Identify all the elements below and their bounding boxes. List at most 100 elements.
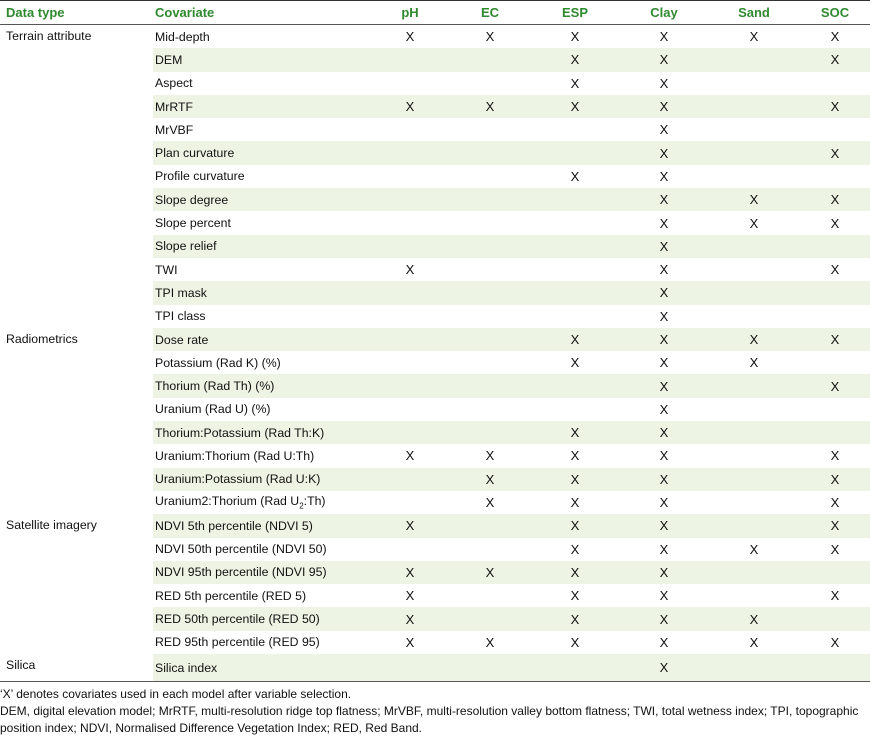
selection-cell (708, 374, 800, 398)
selection-cell (530, 281, 620, 305)
table-row: Slope degree X X X (0, 188, 870, 212)
selection-cell: X (800, 467, 870, 491)
selection-cell: X (749, 215, 759, 231)
header-clay: Clay (650, 5, 678, 20)
selection-cell (370, 467, 450, 491)
selection-cell: X (800, 374, 870, 398)
note-abbreviations: DEM, digital elevation model; MrRTF, mul… (0, 704, 859, 736)
selection-cell: X (370, 514, 450, 538)
selection-cell: X (659, 588, 669, 604)
selection-cell (370, 538, 450, 561)
selection-cell: X (800, 141, 870, 165)
selection-cell (708, 258, 800, 281)
selection-cell: X (530, 514, 620, 538)
selection-cell: X (485, 29, 495, 45)
data-type-cell: Radiometrics (0, 327, 153, 515)
selection-cell: X (659, 75, 669, 91)
selection-cell: X (530, 327, 620, 352)
selection-cell (370, 327, 450, 352)
header-esp: ESP (561, 5, 588, 20)
table-row: Thorium (Rad Th) (%) X X (0, 374, 870, 398)
selection-cell (370, 421, 450, 445)
table-row: Uranium:Potassium (Rad U:K) X X X X (0, 467, 870, 491)
table-row: RED 95th percentile (RED 95) X X X X X X (0, 631, 870, 654)
selection-cell (800, 560, 870, 585)
selection-cell: X (708, 188, 800, 212)
selection-cell (450, 305, 530, 328)
selection-cell: X (570, 448, 580, 464)
table-row: Satellite imagery NDVI 5th percentile (ND… (0, 514, 870, 655)
selection-cell (370, 141, 450, 165)
selection-cell (530, 398, 620, 421)
covariate-label-tail: :Th) (303, 494, 326, 509)
selection-cell (800, 421, 870, 445)
selection-cell: X (570, 29, 580, 45)
selection-cell (530, 234, 620, 258)
header-row: Data type Covariate pH EC ESP Clay Sand … (0, 0, 870, 25)
selection-cell (450, 281, 530, 305)
selection-cell: X (749, 355, 759, 371)
covariate-cell: Thorium (Rad Th) (%) (153, 374, 370, 398)
selection-cell (708, 584, 800, 607)
selection-cell: X (405, 448, 415, 464)
selection-cell (800, 72, 870, 95)
selection-cell: X (830, 29, 840, 45)
covariate-cell: NDVI 95th percentile (NDVI 95) (153, 560, 370, 585)
selection-cell: X (530, 94, 620, 119)
selection-cell (708, 48, 800, 72)
selection-cell (708, 421, 800, 445)
selection-cell: X (620, 141, 708, 165)
covariate-table: Data type Covariate pH EC ESP Clay Sand … (0, 0, 870, 682)
selection-cell (370, 188, 450, 212)
selection-cell: X (450, 467, 530, 491)
selection-cell: X (830, 215, 840, 231)
selection-cell: X (570, 634, 580, 650)
header-ph: pH (401, 5, 419, 20)
selection-cell (370, 398, 450, 421)
selection-cell: X (800, 48, 870, 72)
table-row: Profile curvature X X (0, 165, 870, 188)
selection-cell (450, 514, 530, 538)
selection-cell: X (485, 634, 495, 650)
selection-cell: X (830, 448, 840, 464)
covariate-cell: Slope percent (155, 216, 231, 231)
selection-cell (370, 234, 450, 258)
selection-cell (450, 421, 530, 445)
table-row: Uranium2:Thorium (Rad U2:Th) X X X X (0, 491, 870, 514)
selection-cell (800, 165, 870, 188)
selection-cell (530, 141, 620, 165)
covariate-cell: NDVI 50th percentile (NDVI 50) (155, 542, 327, 557)
covariate-cell: Dose rate (153, 327, 370, 352)
selection-cell: X (620, 467, 708, 491)
covariate-cell: MrRTF (153, 94, 370, 119)
selection-cell: X (620, 48, 708, 72)
selection-cell: X (659, 495, 669, 511)
selection-cell (450, 607, 530, 631)
selection-cell (708, 491, 800, 514)
selection-cell (530, 305, 620, 328)
selection-cell: X (570, 168, 580, 184)
covariate-cell: Uranium:Thorium (Rad U:Th) (155, 448, 315, 463)
selection-cell (450, 211, 530, 234)
selection-cell: X (749, 634, 759, 650)
selection-cell: X (800, 94, 870, 119)
covariate-cell: TPI class (155, 309, 206, 324)
selection-cell (708, 141, 800, 165)
selection-cell (800, 607, 870, 631)
table-row: Potassium (Rad K) (%) X X X (0, 351, 870, 374)
selection-cell (450, 141, 530, 165)
selection-cell: X (405, 634, 415, 650)
selection-cell (450, 374, 530, 398)
covariate-cell: Silica index (153, 654, 370, 682)
selection-cell: X (620, 560, 708, 585)
selection-cell (370, 491, 450, 514)
selection-cell (708, 514, 800, 538)
selection-cell: X (659, 168, 669, 184)
selection-cell: X (620, 327, 708, 352)
header-data-type: Data type (6, 5, 65, 20)
selection-cell: X (530, 467, 620, 491)
selection-cell: X (830, 262, 840, 278)
covariate-cell: Plan curvature (153, 141, 370, 165)
selection-cell (708, 560, 800, 585)
selection-cell: X (405, 262, 415, 278)
